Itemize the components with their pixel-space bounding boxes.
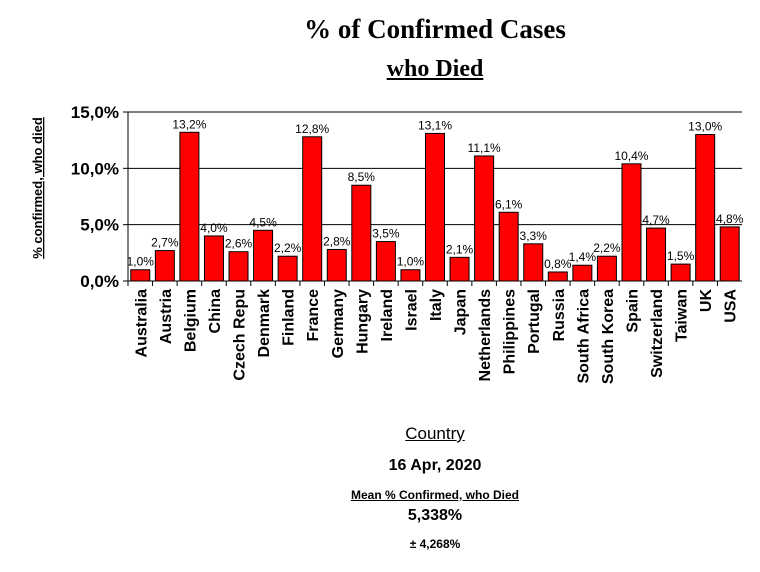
bar (670, 263, 691, 282)
data-label: 11,1% (468, 141, 501, 155)
data-label: 8,5% (348, 170, 376, 184)
x-axis-label: Country (405, 424, 465, 443)
bar (695, 134, 716, 282)
bar (547, 271, 568, 282)
x-tick-label: Russia (551, 289, 568, 342)
x-tick-label: Philippines (502, 289, 519, 374)
bar (621, 163, 642, 282)
mean-label: Mean % Confirmed, who Died (350, 488, 519, 502)
x-tick-label: Germany (330, 289, 347, 358)
bar (449, 256, 470, 282)
data-label: 2,1% (446, 242, 474, 256)
bar (572, 264, 593, 282)
mean-sd: ± 4,268% (409, 537, 461, 551)
data-label: 13,0% (688, 120, 722, 134)
x-tick-label: Switzerland (649, 289, 666, 378)
data-label: 2,7% (151, 236, 179, 250)
data-label: 12,8% (295, 122, 329, 136)
bars (130, 131, 740, 282)
bar (154, 250, 175, 282)
bar (302, 136, 323, 282)
data-label: 4,8% (716, 212, 744, 226)
bar (474, 155, 495, 282)
mean-value: 5,338% (407, 507, 463, 524)
bar (719, 226, 740, 282)
x-tick-label: China (207, 289, 224, 334)
y-tick-labels: 0,0% 5,0% 10,0% 15,0% (71, 103, 119, 291)
data-label: 2,2% (274, 241, 302, 255)
x-tick-label: Belgium (182, 289, 199, 352)
x-tick-labels: Australia Austria Belgium China Czech Repu De… (133, 289, 739, 385)
y-tick-label: 0,0% (80, 272, 119, 291)
data-label: 6,1% (495, 197, 523, 211)
bar-chart: 1,0% 2,7% 13,2% 4,0% 2,6% 4,5% 2,2% 12,8% 2,8% 8,… (30, 103, 744, 385)
x-tick-label: Italy (428, 289, 445, 321)
bar (523, 243, 544, 282)
bar (375, 241, 396, 282)
data-label: 13,1% (418, 118, 452, 132)
x-tick-label: Hungary (354, 289, 371, 354)
x-tick-label: Japan (453, 289, 470, 335)
data-labels: 1,0% 2,7% 13,2% 4,0% 2,6% 4,5% 2,2% 12,8% 2,8% 8,… (127, 117, 744, 271)
x-tick-label: South Africa (575, 289, 592, 384)
x-tick-label: Czech Repu (232, 289, 249, 381)
data-label: 10,4% (614, 149, 648, 163)
x-tick-label: Netherlands (477, 289, 494, 382)
bar (277, 255, 298, 282)
bar (351, 184, 372, 282)
data-label: 3,5% (372, 227, 400, 241)
data-label: 13,2% (172, 117, 206, 131)
y-tick-label: 10,0% (71, 159, 119, 178)
x-tick-label: Finland (281, 289, 298, 346)
bar (646, 227, 667, 282)
data-label: 1,0% (397, 255, 425, 269)
x-tick-label: Ireland (379, 289, 396, 341)
x-tick-label: France (305, 289, 322, 342)
data-label: 1,0% (127, 255, 155, 269)
data-label: 4,5% (249, 215, 277, 229)
bar (130, 269, 151, 282)
x-tick-label: Spain (624, 289, 641, 333)
data-label: 0,8% (544, 257, 572, 271)
data-label: 1,4% (569, 250, 597, 264)
data-label: 2,8% (323, 234, 351, 248)
x-tick-label: Australia (133, 289, 150, 358)
data-label: 4,0% (200, 221, 228, 235)
axes (123, 111, 742, 286)
data-label: 1,5% (667, 249, 695, 263)
x-tick-label: UK (698, 289, 715, 313)
data-label: 2,2% (593, 241, 621, 255)
data-label: 4,7% (642, 213, 670, 227)
y-tick-label: 15,0% (71, 103, 119, 122)
x-tick-label: Denmark (256, 289, 273, 358)
x-tick-label: Taiwan (674, 289, 691, 342)
x-tick-label: Austria (158, 289, 175, 344)
data-label: 2,6% (225, 237, 253, 251)
bar (425, 132, 445, 282)
chart-title: % of Confirmed Cases (304, 14, 566, 44)
bar (253, 229, 274, 282)
y-tick-label: 5,0% (80, 216, 119, 235)
bar (228, 251, 249, 282)
x-tick-label: Portugal (526, 289, 543, 354)
x-tick-label: USA (723, 289, 740, 323)
bar (400, 269, 421, 282)
bar (203, 235, 224, 282)
date-text: 16 Apr, 2020 (388, 457, 482, 474)
x-tick-label: Israel (403, 289, 420, 331)
chart-subtitle: who Died (386, 56, 484, 82)
bar (596, 255, 617, 282)
bar (498, 211, 519, 282)
y-axis-label: % confirmed, who died (30, 117, 45, 259)
x-tick-label: South Korea (600, 289, 617, 384)
bar (326, 248, 347, 282)
bar (179, 131, 200, 282)
data-label: 3,3% (520, 229, 548, 243)
